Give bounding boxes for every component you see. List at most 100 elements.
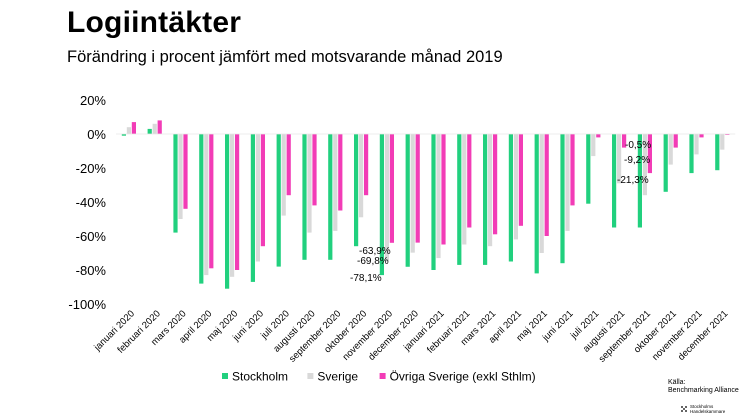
- bar: [302, 134, 307, 260]
- bar: [699, 134, 704, 138]
- bar: [565, 134, 570, 231]
- y-tick-label: -80%: [76, 263, 107, 278]
- bar: [178, 134, 183, 219]
- bar: [617, 134, 622, 184]
- data-label: -63,9%: [359, 246, 391, 257]
- bar: [493, 134, 498, 235]
- bar: [379, 134, 384, 276]
- bar: [436, 134, 441, 259]
- bar: [209, 134, 214, 269]
- bar: [364, 134, 369, 196]
- bar: [354, 134, 359, 247]
- bar: [457, 134, 462, 265]
- bar: [689, 134, 694, 174]
- bar: [147, 128, 152, 134]
- bar: [534, 134, 539, 274]
- bar: [720, 134, 725, 150]
- bar: [126, 127, 131, 134]
- bar: [715, 134, 720, 171]
- bar: [642, 134, 647, 196]
- y-tick-label: -100%: [68, 297, 106, 312]
- y-tick-label: -60%: [76, 229, 107, 244]
- logo-line-2: Handelskammare: [690, 409, 726, 414]
- bar: [410, 134, 415, 253]
- bar: [508, 134, 513, 262]
- source-label: Källa:: [668, 379, 686, 386]
- bar: [235, 134, 240, 270]
- bar: [230, 134, 235, 277]
- bar: [152, 123, 157, 134]
- bar: [570, 134, 575, 206]
- bar: [462, 134, 467, 245]
- bar: [483, 134, 488, 265]
- bar: [183, 134, 188, 209]
- source-note: Källa: Benchmarking Alliance: [668, 379, 739, 395]
- bar: [637, 134, 642, 228]
- bar: [199, 134, 204, 284]
- bar: [338, 134, 343, 211]
- bar: [586, 134, 591, 204]
- logo-line-1: Stockholms: [690, 404, 714, 409]
- bar: [725, 134, 730, 135]
- legend-label: Övriga Sverige (exkl Sthlm): [390, 370, 536, 384]
- data-label: -78,1%: [350, 273, 382, 284]
- legend-swatch: [307, 373, 314, 379]
- bar: [384, 134, 389, 262]
- bar: [431, 134, 436, 270]
- bar: [307, 134, 312, 233]
- bar: [121, 134, 126, 136]
- bar: [333, 134, 338, 231]
- bar: [513, 134, 518, 240]
- bar: [225, 134, 230, 289]
- bar: [518, 134, 523, 226]
- source-name: Benchmarking Alliance: [668, 387, 739, 394]
- bar: [286, 134, 291, 196]
- bar: [405, 134, 410, 267]
- bar: [389, 134, 394, 243]
- legend-label: Stockholm: [232, 370, 288, 384]
- bar: [539, 134, 544, 253]
- y-tick-label: -20%: [76, 161, 107, 176]
- bar: [131, 122, 136, 134]
- bar: [560, 134, 565, 264]
- bar: [328, 134, 333, 260]
- logo-icon: [681, 406, 687, 412]
- bar: [673, 134, 678, 148]
- data-label: -69,8%: [357, 256, 389, 267]
- bar: [488, 134, 493, 247]
- chart-title: Logiintäkter: [67, 6, 242, 39]
- logo: Stockholms Handelskammare: [680, 404, 725, 414]
- bar: [260, 134, 265, 247]
- bar: [663, 134, 668, 192]
- bar: [204, 134, 209, 276]
- y-tick-label: 0%: [87, 127, 106, 142]
- chart-subtitle: Förändring i procent jämfört med motsvar…: [67, 48, 503, 66]
- bar: [359, 134, 364, 218]
- bar: [276, 134, 281, 267]
- bar: [544, 134, 549, 236]
- bar: [312, 134, 317, 206]
- bar: [596, 134, 601, 138]
- bar: [591, 134, 596, 157]
- legend-label: Sverige: [317, 370, 358, 384]
- bar: [441, 134, 446, 245]
- bar: [647, 134, 652, 174]
- legend-swatch: [379, 373, 386, 379]
- bar: [668, 134, 673, 165]
- data-label: -9,2%: [624, 155, 650, 166]
- bar: [157, 120, 162, 134]
- legend-swatch: [222, 373, 228, 379]
- data-label: -21,3%: [617, 175, 649, 186]
- bar: [415, 134, 420, 243]
- y-tick-label: 20%: [80, 93, 106, 108]
- bar: [281, 134, 286, 216]
- bar: [694, 134, 699, 155]
- y-tick-label: -40%: [76, 195, 107, 210]
- bar: [622, 134, 627, 148]
- bar: [467, 134, 472, 228]
- bar: [612, 134, 617, 228]
- bar: [173, 134, 178, 233]
- bar: [250, 134, 255, 282]
- data-label: -0,5%: [625, 140, 651, 151]
